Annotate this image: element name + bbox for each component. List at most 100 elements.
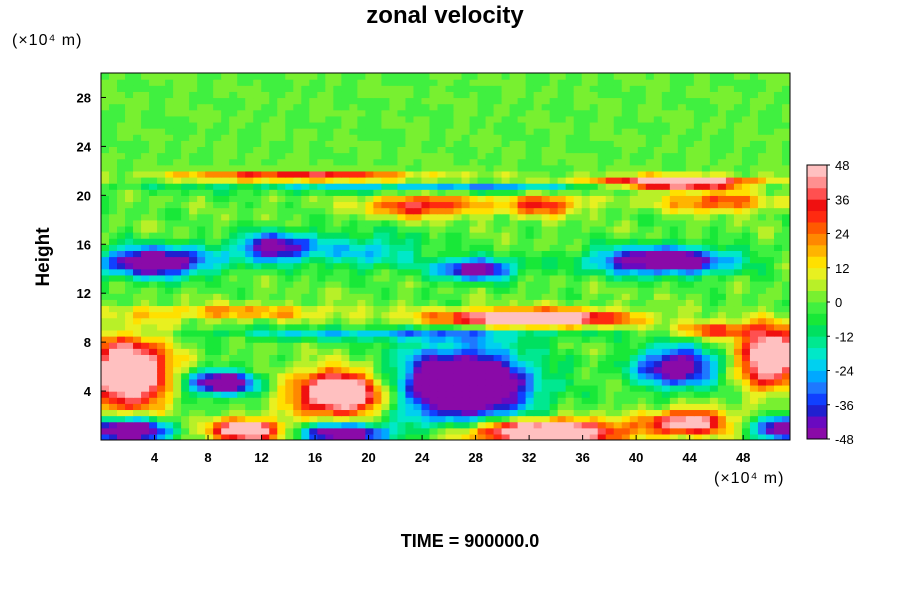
- heatmap-cell: [541, 391, 551, 398]
- heatmap-cell: [181, 336, 190, 343]
- heatmap-cell: [461, 323, 471, 331]
- heatmap-cell: [413, 372, 423, 380]
- heatmap-cell: [149, 91, 158, 99]
- heatmap-cell: [573, 195, 583, 203]
- heatmap-cell: [101, 207, 110, 215]
- heatmap-cell: [325, 121, 334, 129]
- heatmap-cell: [197, 268, 206, 276]
- heatmap-cell: [245, 299, 254, 307]
- heatmap-cell: [413, 280, 423, 288]
- heatmap-cell: [237, 244, 246, 251]
- heatmap-cell: [237, 397, 246, 404]
- heatmap-cell: [237, 280, 246, 288]
- heatmap-cell: [197, 317, 206, 325]
- heatmap-cell: [637, 170, 647, 178]
- heatmap-cell: [749, 268, 759, 276]
- heatmap-cell: [245, 323, 254, 331]
- heatmap-cell: [509, 342, 519, 349]
- heatmap-cell: [669, 238, 679, 245]
- heatmap-cell: [421, 195, 431, 203]
- heatmap-cell: [293, 262, 302, 270]
- heatmap-cell: [613, 244, 623, 251]
- heatmap-cell: [493, 244, 503, 251]
- heatmap-cell: [149, 146, 158, 154]
- heatmap-cell: [261, 219, 270, 227]
- heatmap-cell: [365, 195, 374, 203]
- heatmap-cell: [637, 409, 647, 417]
- heatmap-cell: [717, 176, 727, 184]
- heatmap-cell: [661, 317, 671, 325]
- heatmap-cell: [165, 366, 174, 374]
- heatmap-cell: [149, 85, 158, 92]
- heatmap-cell: [485, 433, 495, 440]
- heatmap-cell: [277, 415, 286, 423]
- heatmap-cell: [237, 238, 246, 245]
- heatmap-cell: [669, 274, 679, 282]
- heatmap-cell: [461, 97, 471, 105]
- heatmap-cell: [413, 103, 423, 111]
- heatmap-cell: [277, 244, 286, 251]
- heatmap-cell: [565, 244, 575, 251]
- heatmap-cell: [213, 378, 222, 386]
- heatmap-cell: [213, 348, 222, 355]
- heatmap-cell: [357, 250, 366, 258]
- heatmap-cell: [557, 329, 567, 337]
- heatmap-cell: [725, 170, 735, 178]
- heatmap-cell: [685, 85, 695, 92]
- heatmap-cell: [501, 158, 511, 166]
- heatmap-cell: [557, 195, 567, 203]
- heatmap-cell: [221, 207, 230, 215]
- heatmap-cell: [533, 384, 543, 392]
- heatmap-cell: [781, 403, 790, 411]
- heatmap-cell: [101, 97, 110, 105]
- heatmap-cell: [653, 342, 663, 349]
- heatmap-cell: [317, 336, 326, 343]
- heatmap-cell: [645, 372, 655, 380]
- heatmap-cell: [445, 366, 455, 374]
- heatmap-cell: [605, 305, 615, 313]
- heatmap-cell: [477, 213, 487, 221]
- heatmap-cell: [477, 354, 487, 362]
- heatmap-cell: [493, 128, 503, 135]
- heatmap-cell: [733, 317, 743, 325]
- heatmap-cell: [525, 232, 535, 239]
- heatmap-cell: [133, 176, 142, 184]
- heatmap-cell: [709, 238, 719, 245]
- heatmap-cell: [125, 378, 134, 386]
- heatmap-cell: [293, 146, 302, 154]
- heatmap-cell: [501, 287, 511, 294]
- heatmap-cell: [565, 134, 575, 141]
- heatmap-cell: [365, 323, 374, 331]
- heatmap-cell: [373, 85, 383, 92]
- heatmap-cell: [269, 183, 278, 190]
- heatmap-cell: [597, 134, 607, 141]
- heatmap-cell: [261, 164, 270, 172]
- heatmap-cell: [285, 189, 294, 196]
- heatmap-cell: [277, 409, 286, 417]
- heatmap-cell: [357, 262, 366, 270]
- heatmap-cell: [309, 336, 318, 343]
- heatmap-cell: [245, 85, 254, 92]
- heatmap-cell: [421, 225, 431, 233]
- heatmap-cell: [125, 415, 134, 423]
- heatmap-cell: [709, 183, 719, 190]
- heatmap-cell: [173, 164, 182, 172]
- heatmap-cell: [693, 158, 703, 166]
- heatmap-cell: [461, 207, 471, 215]
- heatmap-cell: [125, 109, 134, 117]
- heatmap-cell: [173, 403, 182, 411]
- heatmap-cell: [253, 85, 262, 92]
- heatmap-cell: [221, 268, 230, 276]
- heatmap-cell: [445, 158, 455, 166]
- heatmap-cell: [189, 146, 198, 154]
- heatmap-cell: [157, 348, 166, 355]
- heatmap-cell: [365, 433, 374, 440]
- heatmap-cell: [117, 183, 126, 190]
- heatmap-cell: [357, 342, 366, 349]
- heatmap-cell: [213, 336, 222, 343]
- heatmap-cell: [397, 244, 407, 251]
- heatmap-cell: [285, 115, 294, 123]
- heatmap-cell: [317, 109, 326, 117]
- heatmap-cell: [445, 189, 455, 196]
- heatmap-cell: [421, 299, 431, 307]
